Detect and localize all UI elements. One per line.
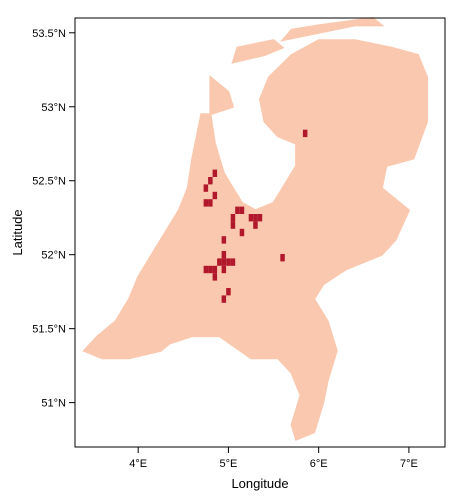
highlight-cell xyxy=(212,273,218,281)
highlight-cell xyxy=(221,251,227,259)
highlight-cell xyxy=(203,184,209,192)
y-tick-label: 52°N xyxy=(41,250,66,262)
x-tick-label: 5°E xyxy=(219,458,237,470)
highlight-cell xyxy=(239,206,245,214)
y-axis-title: Latitude xyxy=(10,209,25,255)
highlight-cell xyxy=(239,228,245,237)
plot-frame xyxy=(74,17,446,448)
x-tick-label: 4°E xyxy=(129,458,147,470)
highlight-cell xyxy=(221,258,227,266)
y-tick-label: 51°N xyxy=(41,398,66,410)
highlight-cell xyxy=(257,214,263,222)
y-tick-label: 53.5°N xyxy=(32,28,66,40)
highlight-cell xyxy=(217,258,222,266)
highlight-cell xyxy=(226,258,231,266)
highlight-cell xyxy=(302,129,308,138)
highlight-cell xyxy=(230,258,236,266)
land-region xyxy=(279,16,385,42)
y-tick-label: 52.5°N xyxy=(32,176,66,188)
land-region xyxy=(231,39,285,64)
highlight-cells xyxy=(203,129,308,303)
highlight-cell xyxy=(208,199,213,207)
x-tick-label: 7°E xyxy=(400,458,418,470)
y-axis: 51°N 51.5°N 52°N 52.5°N 53°N 53.5°N xyxy=(32,28,75,410)
x-axis: 4°E 5°E 6°E 7°E xyxy=(129,447,418,470)
highlight-cell xyxy=(230,214,236,222)
highlight-cell xyxy=(253,221,258,229)
highlight-cell xyxy=(212,265,218,274)
highlight-cell xyxy=(221,265,227,274)
highlight-cell xyxy=(253,214,258,222)
highlight-cell xyxy=(248,214,254,222)
x-tick-label: 6°E xyxy=(310,458,328,470)
land-region xyxy=(209,75,235,116)
land-area xyxy=(82,16,428,441)
highlight-cell xyxy=(212,169,218,177)
highlight-cell xyxy=(226,288,231,296)
highlight-cell xyxy=(208,177,213,185)
highlight-cell xyxy=(280,254,285,262)
land-region xyxy=(82,39,428,441)
highlight-cell xyxy=(203,199,209,207)
highlight-cell xyxy=(230,221,236,229)
highlight-cell xyxy=(208,265,213,274)
highlight-cell xyxy=(203,265,209,274)
y-tick-label: 53°N xyxy=(41,102,66,114)
highlight-cell xyxy=(235,206,240,214)
highlight-cell xyxy=(221,295,227,303)
y-tick-label: 51.5°N xyxy=(32,324,66,336)
x-axis-title: Longitude xyxy=(231,476,288,491)
highlight-cell xyxy=(221,236,227,244)
highlight-cell xyxy=(212,191,218,200)
